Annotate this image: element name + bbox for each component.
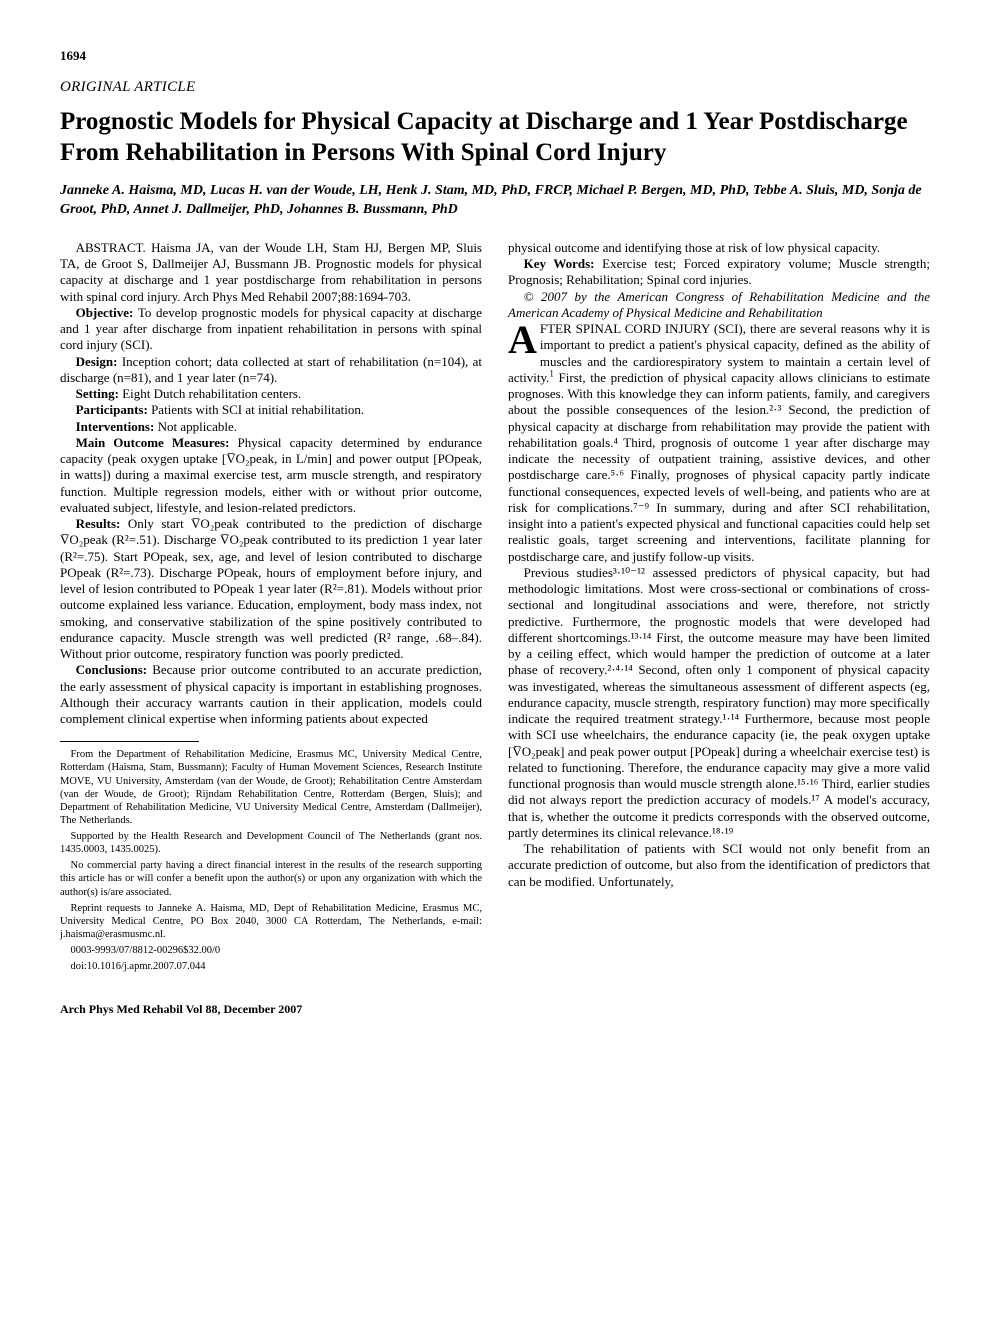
body-p1: AFTER SPINAL CORD INJURY (SCI), there ar… — [508, 321, 930, 565]
footnote-affiliations: From the Department of Rehabilitation Me… — [60, 748, 482, 827]
abstract-interventions-text: Not applicable. — [158, 419, 237, 434]
page-number: 1694 — [60, 48, 930, 64]
abstract-citation: ABSTRACT. Haisma JA, van der Woude LH, S… — [60, 240, 482, 305]
keywords-label: Key Words: — [524, 256, 595, 271]
copyright: © 2007 by the American Congress of Rehab… — [508, 289, 930, 322]
abstract-design-text: Inception cohort; data collected at star… — [60, 354, 482, 385]
body-p2: Previous studies³·¹⁰⁻¹² assessed predict… — [508, 565, 930, 841]
abstract-objective: Objective: To develop prognostic models … — [60, 305, 482, 354]
footnote-issn: 0003-9993/07/8812-00296$32.00/0 — [60, 944, 482, 957]
abstract-setting: Setting: Eight Dutch rehabilitation cent… — [60, 386, 482, 402]
abstract-results: Results: Only start V̅O₂peak contributed… — [60, 516, 482, 662]
footnote-rule — [60, 741, 199, 742]
section-label: ORIGINAL ARTICLE — [60, 78, 930, 97]
abstract-participants: Participants: Patients with SCI at initi… — [60, 402, 482, 418]
abstract-participants-text: Patients with SCI at initial rehabilitat… — [151, 402, 364, 417]
body-p1b: First, the prediction of physical capaci… — [508, 370, 930, 564]
abstract-interventions: Interventions: Not applicable. — [60, 419, 482, 435]
article-title: Prognostic Models for Physical Capacity … — [60, 107, 930, 168]
abstract-results-text: Only start V̅O₂peak contributed to the p… — [60, 516, 482, 661]
footnote-doi: doi:10.1016/j.apmr.2007.07.044 — [60, 960, 482, 973]
abstract-outcome: Main Outcome Measures: Physical capacity… — [60, 435, 482, 516]
footnote-reprint: Reprint requests to Janneke A. Haisma, M… — [60, 902, 482, 941]
footnote-coi: No commercial party having a direct fina… — [60, 859, 482, 898]
abstract-conclusions: Conclusions: Because prior outcome contr… — [60, 662, 482, 727]
col2-lead: physical outcome and identifying those a… — [508, 240, 930, 256]
body-p3: The rehabilitation of patients with SCI … — [508, 841, 930, 890]
running-footer: Arch Phys Med Rehabil Vol 88, December 2… — [60, 1002, 930, 1017]
body-columns: ABSTRACT. Haisma JA, van der Woude LH, S… — [60, 240, 930, 977]
abstract-design: Design: Inception cohort; data collected… — [60, 354, 482, 387]
footnote-support: Supported by the Health Research and Dev… — [60, 830, 482, 856]
keywords: Key Words: Exercise test; Forced expirat… — [508, 256, 930, 289]
authors-list: Janneke A. Haisma, MD, Lucas H. van der … — [60, 182, 930, 220]
abstract-setting-text: Eight Dutch rehabilitation centers. — [122, 386, 301, 401]
dropcap: A — [508, 321, 540, 357]
footnotes: From the Department of Rehabilitation Me… — [60, 748, 482, 973]
